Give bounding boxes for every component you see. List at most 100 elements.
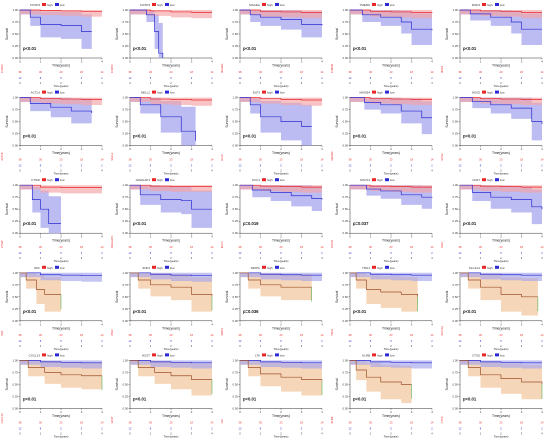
- risk-table-count: 2: [211, 339, 213, 343]
- x-tick-label: 2: [500, 322, 502, 326]
- p-value-label: p<0.01: [133, 396, 147, 401]
- high-risk-curve: [460, 272, 542, 276]
- p-value-label: p<0.01: [133, 221, 147, 226]
- risk-table-count: 5: [390, 164, 392, 168]
- risk-table-x-tick: 1: [260, 344, 262, 348]
- risk-table-count: 23: [500, 420, 503, 424]
- low-risk-ci-band: [350, 272, 418, 316]
- legend-gene-label: MAP4: [472, 3, 481, 7]
- risk-table-x-tick: 3: [81, 431, 83, 435]
- high-risk-curve: [350, 360, 432, 364]
- risk-table-x-label: Time(years): [54, 434, 69, 438]
- km-panel-7: NELL2 high low 0.00 0.25 0.50 0.75 1.00 Survival…: [110, 90, 214, 176]
- y-axis-label: Survival: [445, 203, 449, 215]
- risk-table-x-tick: 0: [239, 169, 241, 173]
- risk-table-count: 12: [19, 164, 22, 168]
- risk-table-x-tick: 3: [411, 256, 413, 260]
- km-panel-10: NOS2 high low 0.00 0.25 0.50 0.75 1.00 Survival 0…: [440, 90, 544, 176]
- legend-gene-label: TMEM2: [360, 3, 371, 7]
- x-axis-label: Time(years): [162, 239, 180, 243]
- high-risk-curve: [130, 272, 212, 277]
- risk-table-count: 3: [521, 76, 523, 80]
- y-tick-label: 0.50: [453, 382, 459, 386]
- risk-table-count: 14: [321, 245, 324, 249]
- y-tick-label: 0.25: [13, 132, 19, 136]
- risk-table-count: 8: [150, 251, 152, 255]
- risk-table-count: 12: [459, 164, 462, 168]
- low-risk-curve: [460, 97, 543, 124]
- x-tick-label: 1: [150, 322, 152, 326]
- y-tick-label: 0.75: [123, 195, 129, 199]
- y-tick-label: 0.25: [343, 44, 349, 48]
- y-axis-label: Survival: [5, 291, 9, 303]
- legend-low-swatch: [495, 265, 499, 269]
- risk-table-count: 30: [39, 420, 42, 424]
- y-axis-label: Survival: [5, 28, 9, 40]
- risk-table-x-tick: 0: [239, 431, 241, 435]
- risk-table-count: 23: [280, 245, 283, 249]
- risk-table-count: 18: [80, 158, 83, 162]
- risk-table-count: 8: [150, 426, 152, 430]
- low-risk-ci-band: [20, 272, 61, 312]
- y-tick-label: 0.00: [123, 56, 129, 60]
- y-axis-label: Survival: [225, 291, 229, 303]
- x-tick-label: 0: [129, 147, 131, 151]
- risk-table-count: 3: [301, 164, 303, 168]
- risk-table-count: 12: [129, 76, 132, 80]
- x-tick-label: 1: [370, 410, 372, 414]
- x-tick-label: 4: [321, 147, 323, 151]
- risk-table-gene: MAGB4: [330, 151, 334, 161]
- risk-table-count: 23: [390, 245, 393, 249]
- risk-table-count: 5: [500, 76, 502, 80]
- risk-table-x-tick: 4: [101, 169, 103, 173]
- p-value-label: p<0.01: [353, 309, 367, 314]
- risk-table-x-tick: 2: [280, 81, 282, 85]
- risk-table-count: 18: [410, 420, 413, 424]
- legend-gene-label: HCST: [142, 353, 150, 357]
- x-tick-label: 1: [150, 235, 152, 239]
- risk-table-gene: SIRPG: [220, 328, 224, 336]
- km-panel-8: ELF3 high low 0.00 0.25 0.50 0.75 1.00 Survival 0…: [220, 90, 324, 176]
- y-tick-label: 0.75: [233, 283, 239, 287]
- risk-table-x-tick: 3: [411, 344, 413, 348]
- x-tick-label: 3: [81, 235, 83, 239]
- km-panel-17: ZNF2 high low 0.00 0.25 0.50 0.75 1.00 Survival 0…: [110, 265, 214, 351]
- legend-low-swatch: [275, 3, 279, 6]
- legend-high-swatch: [152, 3, 156, 6]
- x-tick-label: 1: [260, 235, 262, 239]
- low-risk-curve: [130, 184, 212, 210]
- risk-table-count: 18: [300, 245, 303, 249]
- legend-high-swatch: [42, 3, 46, 6]
- risk-table-count: 3: [521, 426, 523, 430]
- legend-high-label: high: [47, 178, 53, 182]
- risk-table-x-tick: 3: [81, 81, 83, 85]
- risk-table-count: 18: [80, 333, 83, 337]
- y-axis-label: Survival: [115, 203, 119, 215]
- risk-table-count: 5: [280, 339, 282, 343]
- risk-table-x-tick: 1: [260, 81, 262, 85]
- x-tick-label: 4: [431, 235, 433, 239]
- y-tick-label: 0.00: [233, 231, 239, 235]
- p-value-label: p<0.01: [463, 46, 477, 51]
- x-tick-label: 3: [521, 235, 523, 239]
- low-risk-curve: [20, 272, 61, 295]
- risk-table-count: 5: [170, 339, 172, 343]
- p-value-label: p<0.01: [353, 134, 367, 139]
- legend-low-label: low: [390, 266, 395, 270]
- risk-table-x-tick: 0: [129, 344, 131, 348]
- x-tick-label: 0: [459, 60, 461, 64]
- risk-table-x-tick: 2: [60, 169, 62, 173]
- risk-table-count: 2: [321, 76, 323, 80]
- high-risk-curve: [20, 360, 102, 364]
- legend-high-swatch: [372, 265, 376, 269]
- risk-table-count: 23: [390, 420, 393, 424]
- risk-table-x-tick: 2: [170, 169, 172, 173]
- risk-table-count: 12: [129, 251, 132, 255]
- legend-high-swatch: [42, 90, 46, 94]
- risk-table-count: 30: [149, 158, 152, 162]
- km-panel-11: CTSW high low 0.00 0.25 0.50 0.75 1.00 Survival 0…: [0, 178, 104, 263]
- risk-table-x-tick: 3: [521, 344, 523, 348]
- x-tick-label: 2: [500, 410, 502, 414]
- km-panel-12: ARHGAP1 high low 0.00 0.25 0.50 0.75 1.00 Surviv…: [110, 178, 214, 263]
